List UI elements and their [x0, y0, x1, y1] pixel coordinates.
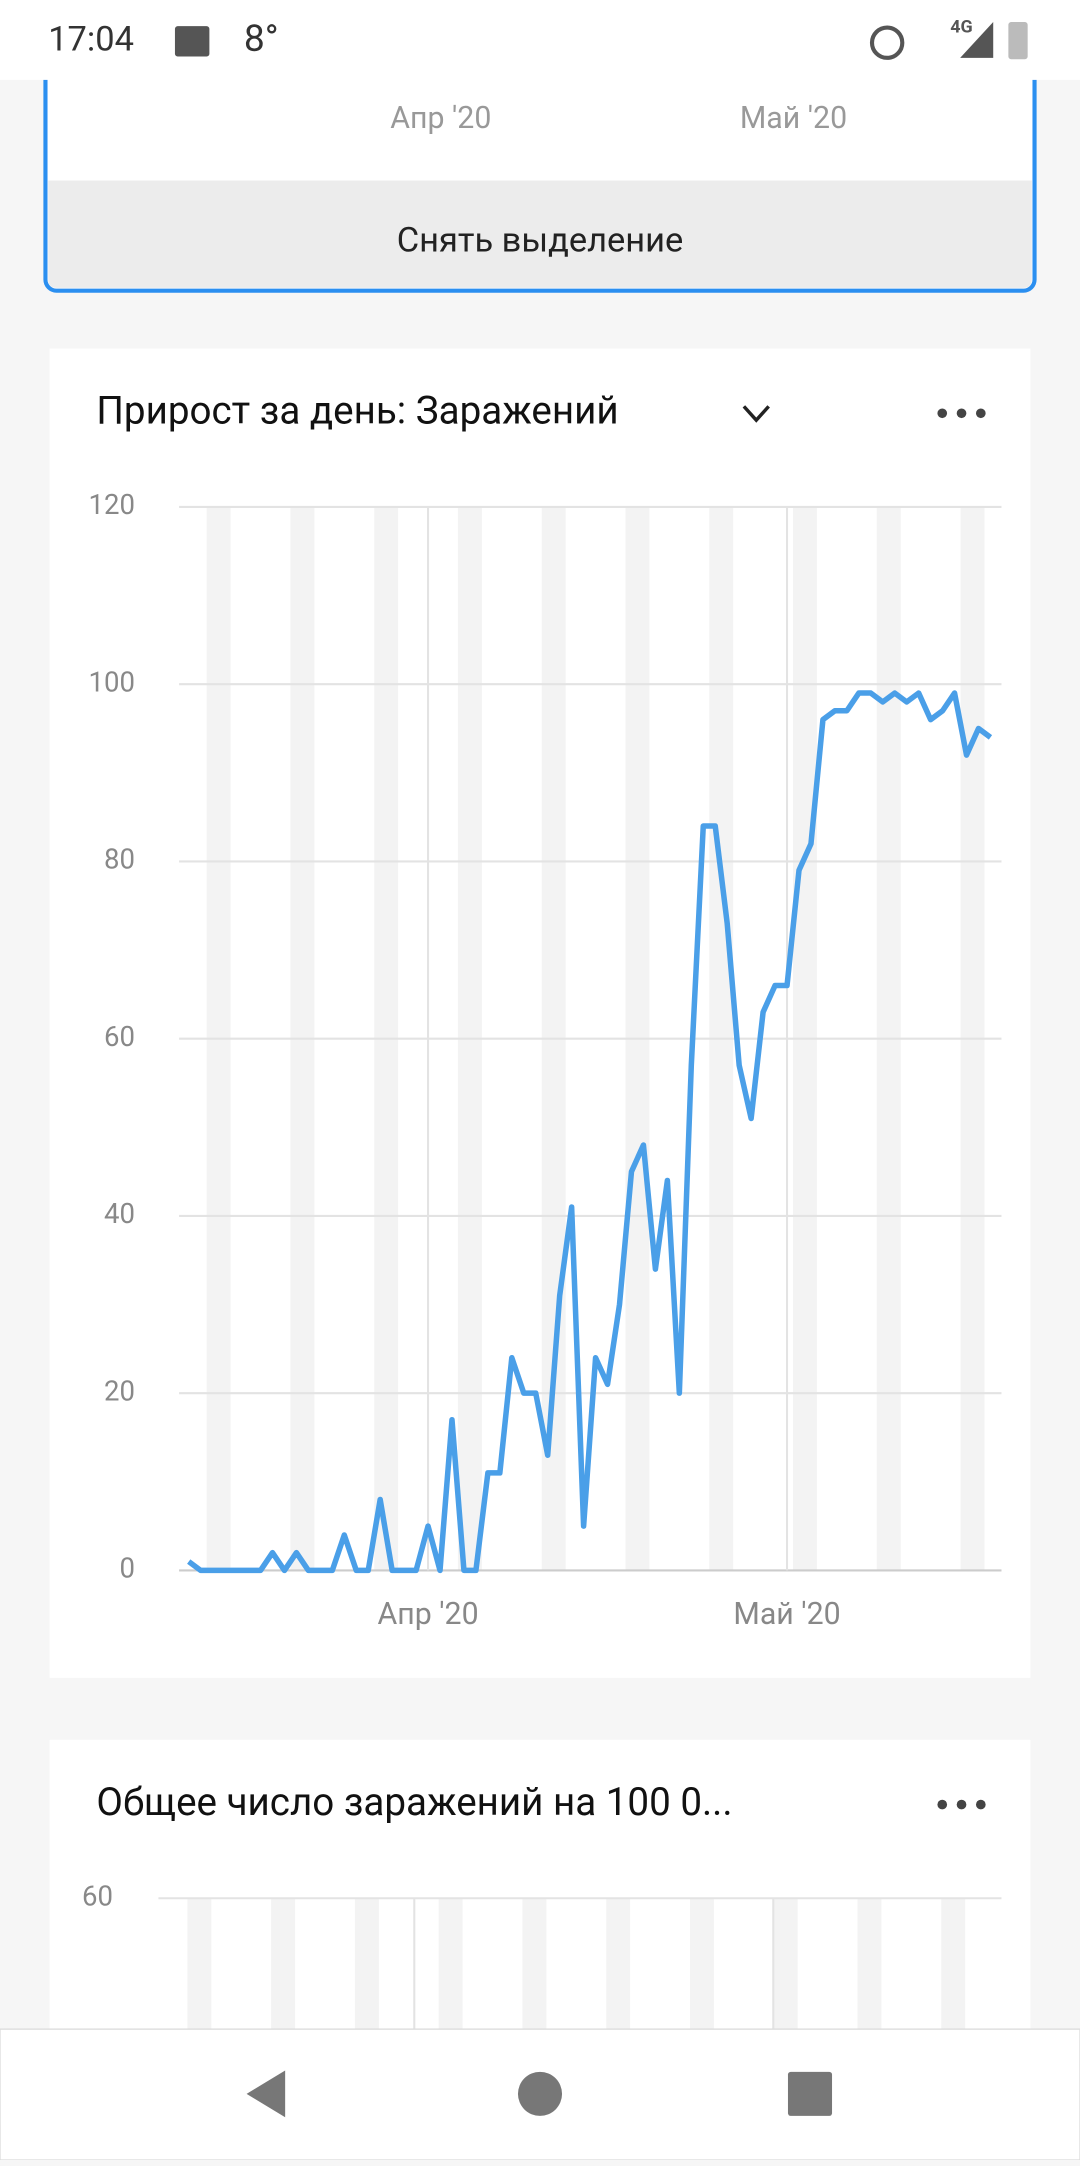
weekend-band: [187, 1898, 212, 2030]
more-icon[interactable]: [937, 408, 986, 419]
button-label[interactable]: Снять выделение: [397, 221, 684, 261]
network: 4G: [950, 16, 972, 37]
x-tick-label: Апр '20: [377, 1597, 478, 1632]
card-title: Общее число заражений на 100 0...: [96, 1780, 732, 1825]
data-line: [187, 690, 993, 1574]
chart-title: Прирост за день: Заражений: [96, 388, 618, 433]
battery-icon: [1008, 22, 1028, 60]
alarm-icon: [869, 25, 905, 60]
y-tick-label: 60: [82, 1880, 113, 1913]
status-bar: [0, 0, 1080, 80]
temperature: 8°: [244, 17, 279, 61]
dropdown-icon[interactable]: [742, 405, 770, 423]
x-tick-label: Май '20: [733, 1597, 840, 1632]
recents-button[interactable]: [787, 2071, 833, 2116]
plot-preview: [158, 1897, 1002, 2030]
weekend-band: [522, 1898, 547, 2030]
weekend-band: [438, 1898, 463, 2030]
weekend-band: [941, 1898, 966, 2030]
x-label: Май '20: [740, 101, 847, 136]
home-button[interactable]: [517, 2071, 563, 2116]
y-tick-label: 100: [89, 665, 135, 698]
weekend-band: [354, 1898, 379, 2030]
y-tick-label: 80: [104, 843, 135, 876]
time: 17:04: [48, 19, 134, 59]
y-tick-label: 20: [104, 1374, 135, 1407]
more-icon[interactable]: [937, 1799, 986, 1810]
y-tick-label: 120: [89, 488, 135, 521]
x-label: Апр '20: [390, 101, 491, 136]
deselect-button[interactable]: [48, 180, 1032, 288]
y-tick-label: 0: [120, 1552, 135, 1585]
weekend-band: [773, 1898, 798, 2030]
weekend-band: [271, 1898, 296, 2030]
image-icon: [174, 26, 210, 57]
plot: 0 20 40 60 80 100 120 Апр '20 Май '20: [89, 488, 1002, 1632]
y-tick-label: 60: [104, 1020, 135, 1053]
weekend-band: [606, 1898, 631, 2030]
y-tick-label: 40: [104, 1197, 135, 1230]
weekend-band: [857, 1898, 882, 2030]
back-button[interactable]: [246, 2070, 286, 2118]
weekend-band: [689, 1898, 714, 2030]
